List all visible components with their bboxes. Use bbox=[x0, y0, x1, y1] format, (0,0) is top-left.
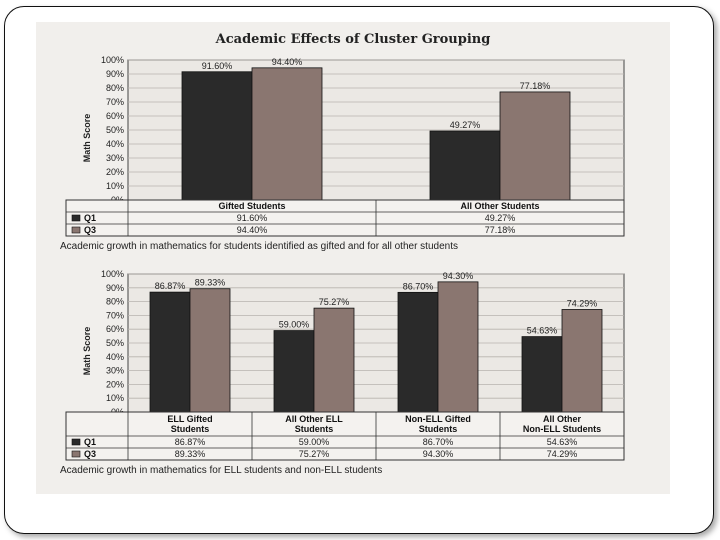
bar-q3 bbox=[313, 307, 355, 413]
bar-q1 bbox=[429, 130, 501, 201]
y-tick-label: 70% bbox=[106, 310, 124, 320]
data-label: 94.40% bbox=[272, 57, 303, 67]
y-tick-label: 30% bbox=[106, 153, 124, 163]
data-label: 75.27% bbox=[319, 297, 350, 307]
data-label: 77.18% bbox=[520, 81, 551, 91]
table-cell: 94.40% bbox=[237, 225, 268, 235]
table-cell: 86.87% bbox=[175, 437, 206, 447]
chart-gifted: 0%10%20%30%40%50%60%70%80%90%100%Math Sc… bbox=[65, 55, 625, 237]
data-label: 54.63% bbox=[527, 326, 558, 336]
legend-swatch-q3 bbox=[71, 226, 81, 234]
bar-q3 bbox=[499, 91, 571, 201]
data-label: 94.30% bbox=[443, 271, 474, 281]
chart-ell: 0%10%20%30%40%50%60%70%80%90%100%Math Sc… bbox=[65, 269, 625, 461]
bar-q1 bbox=[181, 71, 253, 201]
bar-q3 bbox=[437, 281, 479, 413]
legend-swatch-q1 bbox=[71, 438, 81, 446]
table-cell: 54.63% bbox=[547, 437, 578, 447]
y-tick-label: 80% bbox=[106, 297, 124, 307]
table-cell: 75.27% bbox=[299, 449, 330, 459]
legend-swatch-q3 bbox=[71, 450, 81, 458]
chart-caption-2: Academic growth in mathematics for ELL s… bbox=[60, 465, 383, 476]
bar-q1 bbox=[397, 291, 439, 413]
category-label: All Other Students bbox=[460, 201, 539, 211]
y-tick-label: 100% bbox=[101, 55, 124, 65]
y-tick-label: 10% bbox=[106, 181, 124, 191]
bar-q1 bbox=[521, 336, 563, 413]
y-axis-label: Math Score bbox=[82, 114, 92, 163]
table-cell: 77.18% bbox=[485, 225, 516, 235]
data-label: 49.27% bbox=[450, 120, 481, 130]
legend-label-q1: Q1 bbox=[84, 213, 96, 223]
category-label: Gifted Students bbox=[219, 201, 286, 211]
table-cell: 49.27% bbox=[485, 213, 516, 223]
table-cell: 91.60% bbox=[237, 213, 268, 223]
scanned-figure: Academic Effects of Cluster Grouping 0%1… bbox=[36, 22, 670, 494]
bar-q3 bbox=[561, 309, 603, 413]
y-tick-label: 70% bbox=[106, 97, 124, 107]
y-tick-label: 40% bbox=[106, 352, 124, 362]
chart-caption-1: Academic growth in mathematics for stude… bbox=[60, 241, 458, 252]
data-label: 91.60% bbox=[202, 61, 233, 71]
data-label: 59.00% bbox=[279, 320, 310, 330]
y-tick-label: 30% bbox=[106, 366, 124, 376]
y-tick-label: 90% bbox=[106, 69, 124, 79]
y-tick-label: 20% bbox=[106, 167, 124, 177]
category-label: All Other ELL Students bbox=[285, 414, 343, 434]
data-label: 74.29% bbox=[567, 298, 598, 308]
bar-q1 bbox=[149, 291, 191, 413]
table-cell: 86.70% bbox=[423, 437, 454, 447]
category-label: ELL Gifted Students bbox=[167, 414, 212, 434]
table-cell: 89.33% bbox=[175, 449, 206, 459]
y-tick-label: 40% bbox=[106, 139, 124, 149]
y-tick-label: 80% bbox=[106, 83, 124, 93]
table-cell: 74.29% bbox=[547, 449, 578, 459]
y-tick-label: 50% bbox=[106, 338, 124, 348]
category-label: Non-ELL Gifted Students bbox=[405, 414, 471, 434]
data-label: 89.33% bbox=[195, 278, 226, 288]
data-label: 86.70% bbox=[403, 281, 434, 291]
y-tick-label: 60% bbox=[106, 324, 124, 334]
legend-swatch-q1 bbox=[71, 214, 81, 222]
data-label: 86.87% bbox=[155, 281, 186, 291]
legend-label-q1: Q1 bbox=[84, 437, 96, 447]
y-axis-label: Math Score bbox=[82, 327, 92, 376]
legend-label-q3: Q3 bbox=[84, 225, 96, 235]
y-tick-label: 100% bbox=[101, 269, 124, 279]
bar-q1 bbox=[273, 330, 315, 413]
y-tick-label: 20% bbox=[106, 379, 124, 389]
category-label: All Other Non-ELL Students bbox=[523, 414, 601, 434]
y-tick-label: 60% bbox=[106, 111, 124, 121]
y-tick-label: 90% bbox=[106, 283, 124, 293]
y-tick-label: 50% bbox=[106, 125, 124, 135]
chart-title: Academic Effects of Cluster Grouping bbox=[215, 32, 491, 47]
bar-q3 bbox=[251, 67, 323, 201]
y-tick-label: 10% bbox=[106, 393, 124, 403]
table-cell: 94.30% bbox=[423, 449, 454, 459]
data-table bbox=[65, 199, 625, 237]
legend-label-q3: Q3 bbox=[84, 449, 96, 459]
bar-q3 bbox=[189, 288, 231, 413]
table-cell: 59.00% bbox=[299, 437, 330, 447]
